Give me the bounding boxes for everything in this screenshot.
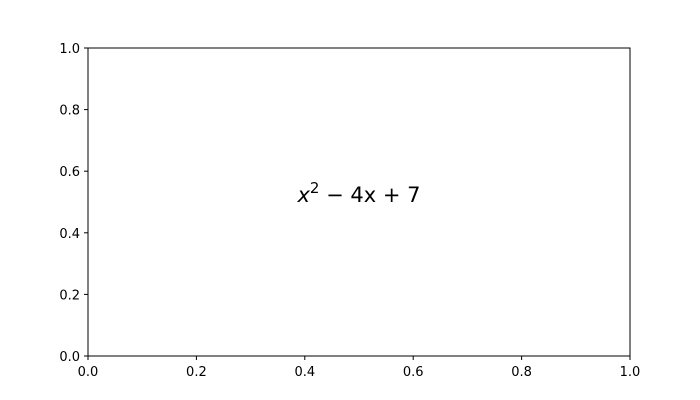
x-tick-label: 0.0 (78, 365, 99, 380)
y-tick-label: 0.0 (59, 350, 80, 365)
x-tick-label: 0.2 (186, 365, 207, 380)
y-tick-label: 0.2 (59, 288, 80, 303)
x-tick-label: 1.0 (620, 365, 641, 380)
ticks: 0.0 0.2 0.4 0.6 0.8 1.0 0.0 0.2 0.4 0.6 0.8 1.0 (59, 42, 640, 380)
y-tick-label: 1.0 (59, 42, 80, 57)
x-tick-label: 0.4 (294, 365, 315, 380)
x-tick-label: 0.8 (511, 365, 532, 380)
x-tick-label: 0.6 (403, 365, 424, 380)
y-tick-label: 0.8 (59, 104, 80, 119)
y-tick-label: 0.6 (59, 165, 80, 180)
annotation-formula: x2 − 4x + 7 (296, 179, 420, 207)
plot-area (87, 47, 631, 357)
y-tick-label: 0.4 (59, 227, 80, 242)
